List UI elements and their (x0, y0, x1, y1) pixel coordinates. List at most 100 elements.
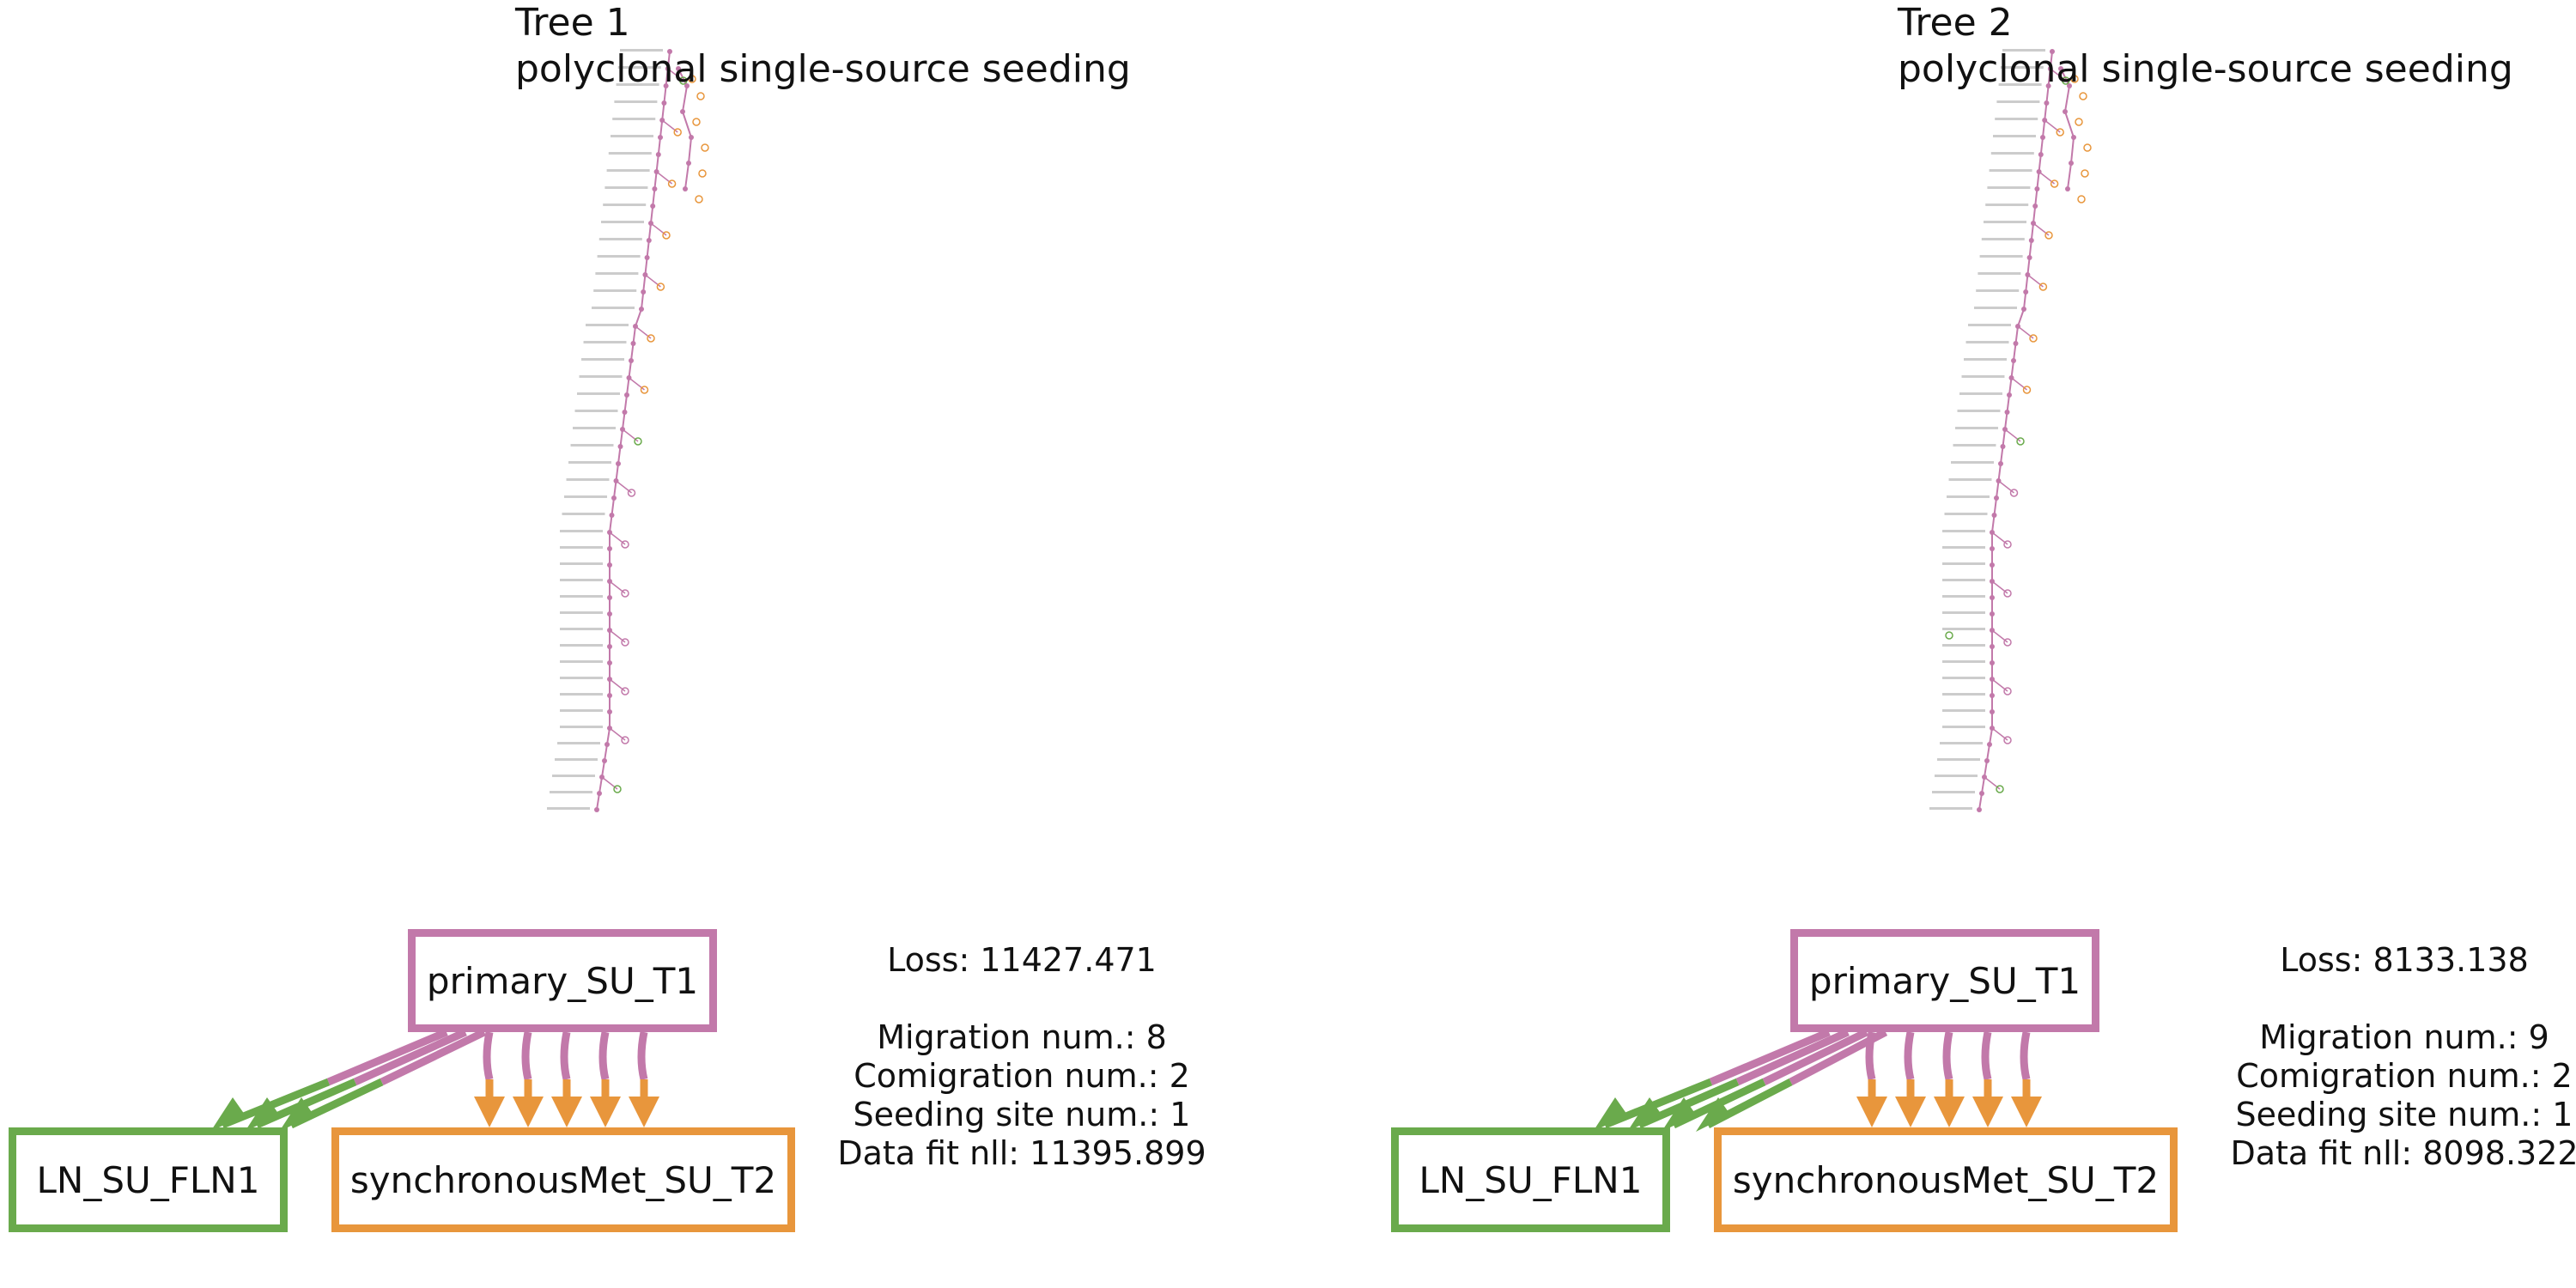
tree-node-label (614, 100, 658, 103)
tree-title: Tree 2 (1898, 1, 2013, 45)
stats-block: Loss: 8133.138 Migration num.: 9 Comigra… (2181, 941, 2576, 1173)
tree-node (2004, 410, 2010, 415)
tree-leaf (2056, 128, 2064, 137)
tree-node-label (566, 478, 610, 481)
tree-node (2063, 109, 2068, 114)
tree-leaf (621, 540, 629, 549)
seeding-site-num-text: Seeding site num.: 1 (2235, 1096, 2573, 1133)
lymph-node-site-node: LN_SU_FLN1 (1391, 1127, 1670, 1232)
migration-edge-to-ln (1637, 1078, 1740, 1129)
tree-node (1994, 495, 1999, 501)
tree-node-label (560, 644, 603, 647)
tree-node (2021, 307, 2026, 312)
tree-leaf (621, 687, 629, 696)
tree-node (630, 341, 636, 346)
migration-arrowhead (1696, 1097, 1730, 1132)
lymph-node-site-node: LN_SU_FLN1 (9, 1127, 288, 1232)
seeding-site-num-text: Seeding site num.: 1 (853, 1096, 1191, 1133)
tree-node-label (1937, 758, 1980, 761)
migration-arrowhead (1972, 1097, 2003, 1127)
migration-edge-to-ln (353, 1028, 467, 1086)
tree-node-label (1993, 135, 2036, 137)
tree-node (2032, 204, 2038, 209)
migration-edge-to-ln (221, 1078, 331, 1129)
tree-node-label (593, 289, 637, 292)
tree-leaf (2079, 92, 2087, 100)
migration-edge-to-met (2020, 1031, 2031, 1081)
migration-num-text: Migration num.: 8 (877, 1018, 1167, 1056)
tree-leaf (1996, 785, 2004, 793)
tree-node (607, 611, 612, 617)
tree-node-label (1944, 513, 1988, 515)
tree-node (641, 289, 647, 295)
tree-node (609, 513, 615, 518)
tree-node-label (1996, 100, 2040, 103)
tree-node-label (1978, 272, 2021, 275)
tree-leaf (2044, 231, 2053, 240)
metastasis-site-label: synchronousMet_SU_T2 (349, 1158, 777, 1201)
tree-leaf (2050, 179, 2059, 188)
tree-node (2011, 358, 2016, 363)
migration-edge-to-met (1865, 1031, 1876, 1081)
tree-node (1987, 742, 1992, 747)
tree-node-label (560, 546, 603, 549)
migration-arrowhead (1856, 1097, 1887, 1127)
tree-leaf (621, 638, 629, 647)
tree-node-label (577, 392, 620, 395)
tree-node (652, 186, 658, 191)
tree-node-label (1953, 444, 1996, 447)
tree-node-label (603, 204, 647, 206)
tree-leaf (695, 195, 703, 204)
tree-node (684, 83, 690, 88)
migration-edge-to-ln (380, 1028, 486, 1086)
tree-leaf (688, 75, 696, 83)
migration-edges (1593, 1028, 2042, 1132)
tree-spine (596, 51, 671, 811)
tree-node-label (620, 49, 663, 52)
tree-node (607, 562, 612, 568)
tree-leaf (2003, 638, 2012, 647)
tree-leaf (2038, 283, 2048, 291)
tree-node-label (612, 118, 656, 120)
metastasis-site-label: synchronousMet_SU_T2 (1732, 1158, 2160, 1201)
tree-node (663, 83, 669, 88)
tree-leaf (2062, 76, 2070, 85)
tree-node (1990, 709, 1995, 714)
tree-node-label (616, 83, 659, 86)
migration-arrowhead (210, 1097, 245, 1132)
tree-node-label (560, 726, 603, 728)
migration-edge-to-met (1904, 1031, 1915, 1081)
tree-node-label (592, 307, 635, 309)
tree-node-label (560, 562, 603, 565)
tree-leaf (1945, 631, 1953, 640)
tree-node (658, 135, 663, 140)
tree-node-label (547, 807, 590, 810)
tree-node (602, 758, 607, 763)
phylogeny-tree (547, 49, 709, 812)
lymph-node-site-label: LN_SU_FLN1 (1419, 1158, 1643, 1201)
tree-leaf (2022, 386, 2032, 394)
tree-leaf (634, 437, 642, 446)
tree-node (1998, 461, 2003, 466)
tree-panel-2: Tree 2 polyclonal single-source seeding … (1382, 0, 2576, 1288)
tree-node (597, 791, 602, 796)
tree-leaf (656, 283, 665, 291)
tree-node-label (1984, 221, 2026, 223)
tree-node (683, 186, 688, 191)
tree-node (1984, 758, 1990, 763)
tree-node-label (560, 628, 603, 630)
tree-leaf (2003, 540, 2012, 549)
data-fit-text: Data fit nll: 8098.322 (2230, 1134, 2576, 1172)
migration-edge-to-met (521, 1031, 532, 1081)
tree-leaf (613, 785, 622, 793)
tree-leaf (2029, 334, 2038, 343)
tree-node (2038, 152, 2044, 157)
tree-node-label (1995, 118, 2038, 120)
tree-node-label (581, 358, 624, 361)
migration-edge-to-ln (255, 1078, 357, 1129)
tree-node-label (579, 375, 623, 378)
tree-node-label (1987, 186, 2031, 189)
tree-node (616, 461, 621, 466)
comigration-num-text: Comigration num.: 2 (2236, 1057, 2573, 1095)
tree-node-label (1935, 775, 1978, 777)
